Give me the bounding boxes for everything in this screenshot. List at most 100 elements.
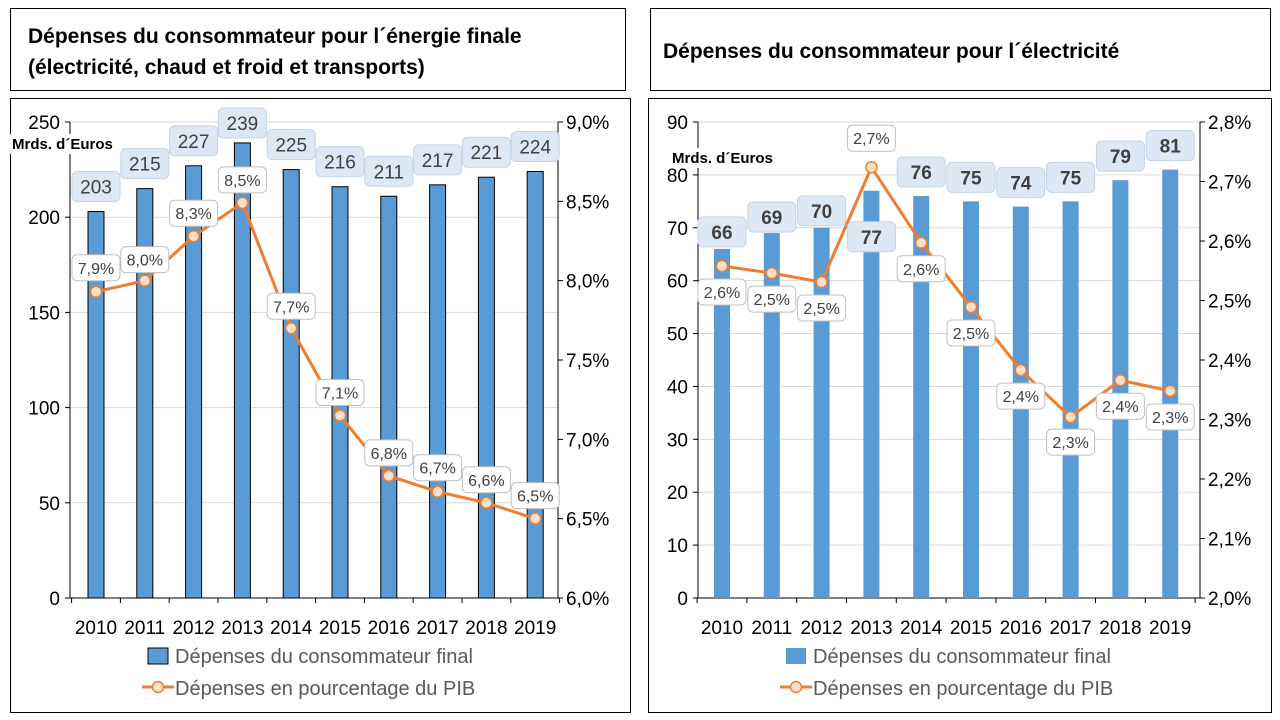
bar-value-label: 70 [811,202,832,223]
bar [526,171,544,599]
line-label-bg [996,382,1046,410]
bar-label-bg [364,155,414,187]
line-value-label: 2,3% [1052,435,1088,452]
line-point [1064,410,1077,424]
bar-label-bg [266,129,316,161]
pib-line [721,164,1171,420]
bar-value-label: 221 [471,143,503,164]
bar-label-bg [71,170,121,202]
y2-tick-label: 2,3% [1208,411,1251,432]
y2-tick-label: 8,5% [566,192,609,213]
line-value-label: 2,6% [903,262,939,279]
x-tick-label: 2017 [416,618,458,639]
y2-tick-label: 2,8% [1208,113,1251,134]
legend-bar-swatch [147,647,169,665]
line-label-bg [169,199,219,227]
bar-value-label: 216 [324,153,356,174]
line-value-label: 8,0% [127,253,163,270]
line-value-label: 2,5% [803,301,839,318]
bar [963,201,979,599]
bar [380,195,398,599]
bar-label-bg [413,144,463,176]
x-tick-label: 2018 [465,618,507,639]
line-value-label: 7,1% [322,386,358,403]
y-tick-label: 50 [667,325,688,346]
y-tick-label: 30 [667,430,688,451]
y-tick-label: 20 [667,483,688,504]
y2-tick-label: 2,1% [1208,530,1251,551]
line-label-bg [697,278,747,306]
line-value-label: 8,5% [224,173,260,190]
legend-bar-label: Dépenses du consommateur final [175,646,473,668]
bar [477,176,495,599]
x-tick-label: 2010 [701,618,743,639]
x-tick-label: 2010 [75,618,117,639]
line-label-bg [1095,392,1145,420]
legend-line-marker [789,680,803,694]
bar [429,184,447,599]
line-point [765,266,779,280]
y2-tick-label: 6,0% [566,589,609,610]
x-tick-label: 2019 [514,618,556,639]
bar-value-label: 66 [711,223,732,244]
line-label-bg [1046,428,1096,456]
legend-bar-swatch [786,648,806,664]
bar-label-bg [996,167,1046,199]
line-label-bg [315,379,365,407]
x-tick-label: 2015 [950,618,992,639]
line-value-label: 6,6% [468,473,504,490]
bar-label-bg [1046,161,1096,193]
line-label-bg [364,439,414,467]
bar-value-label: 79 [1110,147,1131,168]
ylabel-bg [10,134,122,154]
bar-value-label: 203 [80,177,112,198]
bar-label-bg [797,195,847,227]
bar-value-label: 227 [178,132,210,153]
legend-line-label: Dépenses en pourcentage du PIB [175,678,475,700]
line-point [715,259,729,273]
left-title-box: Dépenses du consommateur pour l´énergie … [10,8,626,91]
line-point [89,285,103,299]
y-tick-label: 40 [667,377,688,398]
bar-label-bg [315,146,365,178]
x-tick-label: 2014 [900,618,943,639]
x-tick-label: 2012 [172,618,214,639]
bar [233,142,251,599]
line-point [333,409,347,422]
y-tick-label: 60 [667,272,688,293]
bar-value-label: 69 [761,208,782,229]
line-point [1163,384,1177,398]
bar [763,233,780,599]
bar-value-label: 76 [911,163,932,184]
y2-tick-label: 2,0% [1208,589,1251,610]
bar [185,165,203,599]
line-label-bg [946,319,996,347]
x-tick-label: 2016 [368,618,410,639]
line-point [1014,363,1028,377]
y2-tick-label: 9,0% [566,113,609,134]
line-value-label: 6,7% [419,461,455,478]
bar [1112,180,1129,598]
bar-value-label: 77 [861,228,882,249]
x-tick-label: 2015 [319,618,361,639]
y-axis-label: Mrds. d´Euros [12,136,113,153]
line-value-label: 7,9% [78,261,114,278]
bar-label-bg [846,221,896,253]
y2-tick-label: 2,5% [1208,292,1251,313]
y2-tick-label: 2,2% [1208,470,1251,491]
right-title-box: Dépenses du consommateur pour l´électric… [650,8,1271,91]
line-point [1114,373,1127,387]
y-tick-label: 70 [667,219,688,240]
line-label-bg [747,285,797,313]
line-point [865,160,878,174]
line-value-label: 6,5% [517,489,553,506]
line-point [431,485,444,498]
line-point [964,300,978,314]
line-label-bg [266,292,316,320]
line-point [138,274,152,287]
y-tick-label: 200 [28,208,60,229]
bar-label-bg [510,131,560,163]
bar [87,210,105,599]
bar-label-bg [946,161,996,193]
bar-value-label: 217 [422,151,454,172]
